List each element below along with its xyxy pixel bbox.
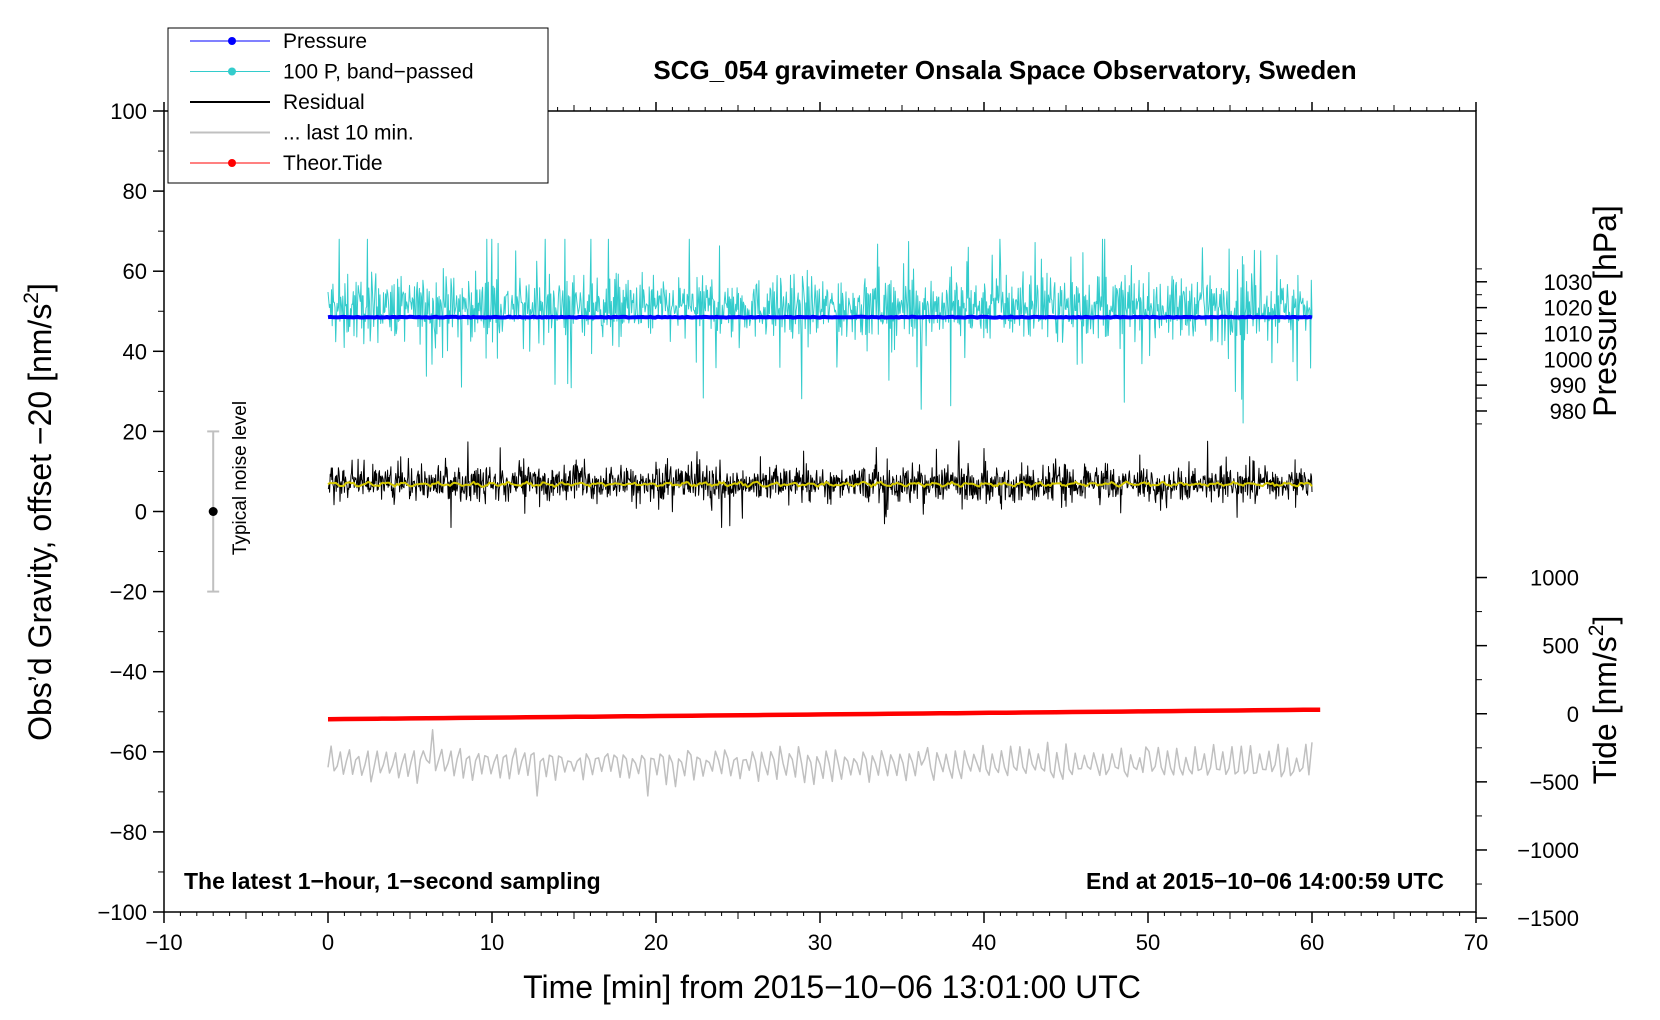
left-tick-label-7: −40	[110, 660, 147, 685]
left-tick-label-8: −60	[110, 740, 147, 765]
series-pressure-line	[327, 314, 1313, 320]
chart-title: SCG_054 gravimeter Onsala Space Observat…	[653, 55, 1356, 85]
pressure-tick-label-5: 980	[1550, 399, 1587, 424]
legend: Pressure 100 P, band−passed Residual ... la…	[167, 27, 549, 184]
x-tick-label-5: 40	[972, 930, 996, 955]
left-tick-label-1: 80	[123, 179, 147, 204]
left-tick-label-4: 20	[123, 419, 147, 444]
left-axis-label: Obs’d Gravity, offset −20 [nm/s2]	[20, 283, 58, 741]
series-smoothed-residual-line	[327, 480, 1313, 488]
legend-label-3: ... last 10 min.	[283, 122, 414, 145]
pressure-tick-label-2: 1010	[1544, 321, 1593, 346]
legend-marker-1	[228, 67, 236, 76]
legend-label-0: Pressure	[283, 30, 367, 53]
pressure-tick-label-4: 990	[1550, 373, 1587, 398]
tide-tick-label-2: 0	[1567, 702, 1579, 727]
note-sampling: The latest 1−hour, 1−second sampling	[184, 868, 601, 894]
series-group	[327, 238, 1321, 797]
legend-label-2: Residual	[283, 91, 365, 114]
noise-level-label: Typical noise level	[230, 401, 251, 555]
left-tick-label-10: −100	[97, 900, 147, 925]
note-end-time: End at 2015−10−06 14:00:59 UTC	[1086, 868, 1444, 894]
pressure-tick-label-3: 1000	[1544, 347, 1593, 372]
x-tick-label-1: 0	[322, 930, 334, 955]
left-tick-label-0: 100	[110, 99, 147, 124]
pressure-tick-label-0: 1030	[1544, 270, 1593, 295]
left-tick-label-5: 0	[135, 500, 147, 525]
pressure-axis-label: Pressure [hPa]	[1587, 205, 1623, 417]
left-tick-label-9: −80	[110, 820, 147, 845]
tide-tick-label-5: −1500	[1517, 906, 1579, 931]
x-axis-label: Time [min] from 2015−10−06 13:01:00 UTC	[523, 969, 1141, 1005]
legend-box	[167, 27, 549, 184]
tide-axis-label: Tide [nm/s2]	[1585, 616, 1623, 785]
series-residual-line	[327, 440, 1313, 528]
series-last-10-min-line	[327, 729, 1313, 797]
x-tick-label-2: 10	[480, 930, 504, 955]
legend-marker-0	[228, 37, 236, 45]
tide-tick-label-3: −500	[1529, 770, 1579, 795]
left-tick-label-6: −20	[110, 580, 147, 605]
axes: −10 0 10 20 30 40 50 60 70100806040200−20−40−60−…	[97, 99, 1592, 955]
x-tick-label-6: 50	[1136, 930, 1160, 955]
x-tick-label-4: 30	[808, 930, 832, 955]
left-tick-label-2: 60	[123, 259, 147, 284]
x-tick-label-0: −10	[145, 930, 182, 955]
x-tick-label-3: 20	[644, 930, 668, 955]
tide-tick-label-4: −1000	[1517, 838, 1579, 863]
series-band-passed-line	[327, 238, 1313, 424]
tide-tick-label-0: 1000	[1530, 566, 1579, 591]
x-tick-label-8: 70	[1464, 930, 1488, 955]
left-tick-label-3: 40	[123, 339, 147, 364]
legend-label-4: Theor.Tide	[283, 152, 383, 175]
x-tick-label-7: 60	[1300, 930, 1324, 955]
tide-tick-label-1: 500	[1542, 634, 1579, 659]
legend-label-1: 100 P, band−passed	[283, 61, 474, 84]
pressure-tick-label-1: 1020	[1544, 296, 1593, 321]
legend-marker-4	[228, 159, 236, 167]
series-theoretical-tide-line	[327, 707, 1321, 722]
noise-bar-point	[208, 507, 218, 516]
